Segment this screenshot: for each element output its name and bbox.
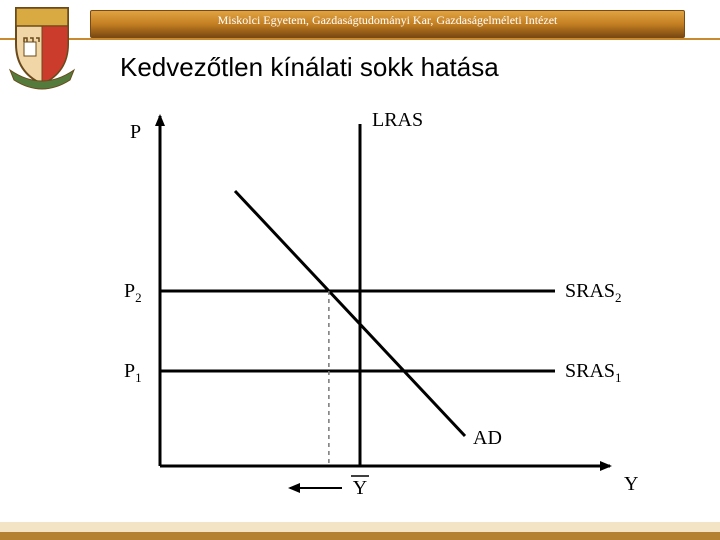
header-institution-text: Miskolci Egyetem, Gazdaságtudományi Kar,… bbox=[90, 13, 685, 28]
university-crest-icon bbox=[6, 0, 78, 96]
p2-label: P2 bbox=[124, 280, 142, 305]
sras2-label: SRAS2 bbox=[565, 280, 622, 305]
slide-root: Miskolci Egyetem, Gazdaságtudományi Kar,… bbox=[0, 0, 720, 540]
slide-title: Kedvezőtlen kínálati sokk hatása bbox=[120, 52, 499, 83]
footer-stripe-dark bbox=[0, 532, 720, 540]
ad-line bbox=[235, 191, 465, 436]
ad-label: AD bbox=[473, 427, 502, 449]
lras-label: LRAS bbox=[372, 109, 423, 131]
header-bar: Miskolci Egyetem, Gazdaságtudományi Kar,… bbox=[0, 0, 720, 38]
sras1-label: SRAS1 bbox=[565, 360, 622, 385]
p-axis-label: P bbox=[130, 121, 141, 143]
supply-shock-chart: LRAS SRAS1 SRAS2 AD P P2 P1 Y Y bbox=[90, 96, 650, 516]
header-divider bbox=[0, 38, 720, 40]
p1-label: P1 bbox=[124, 360, 142, 385]
y-axis-label: Y bbox=[624, 473, 638, 495]
ybar-label: Y bbox=[353, 477, 367, 499]
footer-stripe-pale bbox=[0, 522, 720, 532]
